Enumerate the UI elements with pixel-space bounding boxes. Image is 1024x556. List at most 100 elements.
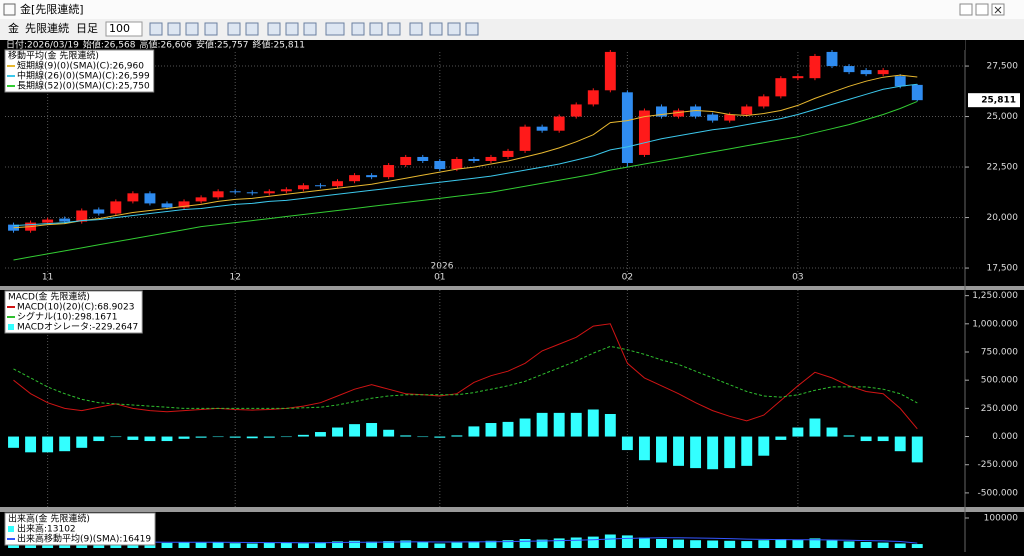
bar	[349, 540, 361, 548]
bar	[451, 435, 463, 437]
y-tick-label: 25,000	[987, 112, 1019, 122]
bar	[775, 436, 787, 440]
candle-body	[42, 219, 54, 223]
bar	[332, 541, 343, 548]
candle-body	[178, 201, 190, 208]
bar	[656, 539, 667, 548]
tool-icon[interactable]	[149, 22, 163, 36]
bar	[877, 542, 889, 548]
candle-body	[144, 193, 156, 204]
tool-icon[interactable]	[429, 22, 443, 36]
series-line	[13, 100, 918, 261]
tool-icon[interactable]	[285, 22, 299, 36]
legend-swatch	[8, 526, 14, 532]
period-select[interactable]: 日足	[76, 22, 98, 35]
candle-body	[383, 165, 395, 178]
bar	[894, 543, 906, 548]
tool-icon[interactable]	[167, 22, 181, 36]
tool-icon[interactable]	[267, 22, 281, 36]
contract-select[interactable]: 先限連続	[25, 21, 69, 35]
bar	[76, 436, 88, 448]
bar	[673, 539, 684, 548]
candle-body	[894, 76, 906, 87]
panel-separator	[0, 286, 1024, 290]
candle-body	[741, 106, 753, 115]
candle-body	[758, 96, 770, 107]
candle-body	[349, 175, 361, 182]
minimize-button[interactable]	[959, 3, 973, 16]
bar	[553, 412, 565, 437]
bar	[690, 436, 702, 469]
candle-body	[621, 92, 633, 164]
candle-body	[314, 185, 326, 187]
tool-icon[interactable]	[185, 22, 199, 36]
header-info: 始値:26,568	[83, 39, 136, 51]
tool-icon[interactable]	[227, 22, 241, 36]
bar	[570, 412, 582, 437]
x-tick-label: 03	[792, 273, 803, 283]
candle-body	[553, 116, 565, 131]
bar	[604, 534, 616, 548]
tool-icon[interactable]	[447, 22, 461, 36]
bar	[93, 436, 105, 442]
bar	[314, 542, 326, 548]
tool-icon[interactable]	[204, 22, 218, 36]
candle-body	[809, 55, 821, 79]
candle-body	[792, 76, 804, 79]
legend-title: MACD(金 先限連続)	[8, 291, 90, 303]
tool-icon[interactable]	[303, 22, 317, 36]
candle-body	[656, 106, 667, 117]
bar	[673, 436, 684, 466]
header-info: 終値:25,811	[253, 39, 306, 51]
bar	[809, 538, 821, 548]
maximize-button[interactable]	[975, 3, 989, 16]
bar	[604, 414, 616, 437]
tool-icon[interactable]	[245, 22, 259, 36]
candle-body	[724, 114, 736, 121]
bar	[843, 541, 855, 548]
toolbar-icons	[149, 22, 479, 36]
bar	[127, 436, 139, 440]
candle-body	[93, 209, 105, 214]
count-input[interactable]	[105, 21, 143, 37]
bar	[8, 436, 19, 448]
bar	[911, 544, 923, 548]
panel-separator	[0, 507, 1024, 512]
bar	[144, 436, 156, 442]
symbol[interactable]: 金	[8, 21, 19, 35]
candle-body	[59, 218, 71, 222]
candle-body	[690, 106, 702, 117]
bar	[280, 542, 292, 548]
bar	[229, 543, 241, 548]
legend	[4, 512, 156, 546]
candle-body	[280, 189, 292, 192]
tool-icon[interactable]	[351, 22, 365, 36]
bar	[263, 436, 275, 438]
tool-icon[interactable]	[409, 22, 423, 36]
bar	[758, 540, 770, 548]
bar	[349, 424, 361, 437]
bar	[434, 543, 446, 548]
bar	[212, 436, 224, 438]
tool-icon[interactable]	[387, 22, 401, 36]
close-glyph	[994, 6, 1002, 14]
bar	[42, 436, 54, 453]
bar	[400, 435, 412, 437]
y-tick-label: 22,500	[987, 163, 1019, 173]
bar	[792, 427, 804, 437]
bar	[451, 542, 463, 548]
bar	[894, 436, 906, 452]
candle-body	[417, 156, 429, 161]
tool-icon[interactable]	[369, 22, 383, 36]
year-label: 2026	[431, 262, 454, 272]
y-tick-label: 100000	[984, 514, 1019, 524]
candle-body	[468, 158, 480, 161]
x-tick-label: 01	[434, 273, 445, 283]
bar	[297, 434, 309, 437]
tool-icon[interactable]	[325, 22, 345, 36]
series-line	[13, 74, 918, 229]
y-tick-label: 0.000	[992, 432, 1018, 442]
bar	[826, 540, 838, 548]
bar	[587, 536, 599, 548]
tool-icon[interactable]	[465, 22, 479, 36]
